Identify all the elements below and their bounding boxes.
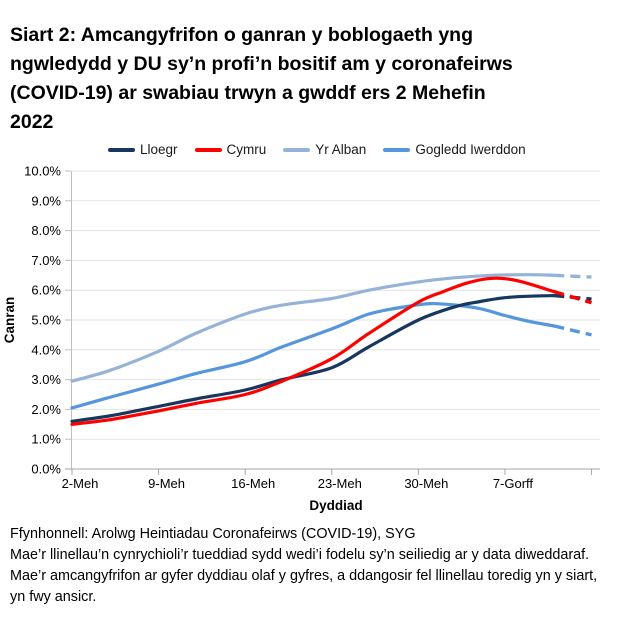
chart-svg: 0.0% 1.0% 2.0% 3.0% 4.0% 5.0% 6.0% 7.0% 8.0% 9.0%… — [2, 164, 600, 513]
series-lines — [70, 273, 592, 426]
footer: Ffynhonnell: Arolwg Heintiadau Coronafei… — [10, 524, 614, 608]
series-dashed-line-gogledd-iwerddon — [554, 324, 592, 337]
y-tick-label: 9.0% — [31, 193, 61, 208]
y-tick-label: 3.0% — [31, 372, 61, 387]
series-line-cymru — [70, 276, 556, 426]
y-tick-label: 5.0% — [31, 313, 61, 328]
y-tick-label: 1.0% — [31, 432, 61, 447]
y-tick-label: 4.0% — [31, 342, 61, 357]
legend-label-lloegr: Lloegr — [140, 142, 178, 157]
y-tick-label: 7.0% — [31, 253, 61, 268]
x-axis-title: Dyddiad — [309, 498, 362, 513]
series-dashed-line-yr-alban — [554, 273, 592, 279]
y-axis-title: Canran — [2, 297, 17, 344]
legend-label-yr-alban: Yr Alban — [315, 142, 367, 157]
legend-label-cymru: Cymru — [226, 142, 267, 157]
x-tick-label: 23-Meh — [318, 476, 362, 491]
x-tick-label: 2-Meh — [62, 476, 99, 491]
gridlines — [72, 170, 600, 440]
legend: Lloegr Cymru Yr Alban Gogledd Iwerddon — [108, 142, 526, 157]
series-line-lloegr — [70, 294, 556, 423]
chart-area: 0.0% 1.0% 2.0% 3.0% 4.0% 5.0% 6.0% 7.0% 8.0% 9.0%… — [0, 156, 620, 523]
x-tick-label: 16-Meh — [231, 476, 275, 491]
series-line-gogledd-iwerddon — [70, 301, 556, 410]
legend-item-yr-alban: Yr Alban — [283, 142, 366, 157]
y-tick-label: 8.0% — [31, 223, 61, 238]
legend-line-swatch-gogledd-iwerddon — [383, 147, 411, 152]
x-tick-label: 30-Meh — [404, 476, 448, 491]
axes — [65, 170, 600, 475]
series-line-yr-alban — [70, 273, 556, 383]
legend-item-gogledd-iwerddon: Gogledd Iwerddon — [383, 142, 526, 157]
y-tick-label: 6.0% — [31, 283, 61, 298]
axis-labels: 0.0% 1.0% 2.0% 3.0% 4.0% 5.0% 6.0% 7.0% 8.0% 9.0%… — [24, 164, 533, 492]
legend-line-swatch-lloegr — [108, 147, 135, 152]
x-tick-label: 9-Meh — [148, 476, 185, 491]
y-tick-label: 0.0% — [31, 462, 61, 477]
legend-item-cymru: Cymru — [194, 142, 267, 157]
footer-source: Ffynhonnell: Arolwg Heintiadau Coronafei… — [10, 526, 416, 542]
chart-title: Siart 2: Amcangyfrifon o ganran y boblog… — [10, 24, 513, 134]
legend-line-swatch-yr-alban — [283, 147, 311, 152]
y-tick-label: 10.0% — [24, 164, 61, 179]
legend-line-swatch-cymru — [194, 147, 222, 152]
legend-item-lloegr: Lloegr — [108, 142, 178, 157]
legend-label-gogledd-iwerddon: Gogledd Iwerddon — [415, 142, 526, 157]
series-dashed-line-cymru — [553, 290, 592, 305]
y-tick-label: 2.0% — [31, 402, 61, 417]
footer-note: Mae’r llinellau’n cynrychioli’r tueddiad… — [10, 547, 598, 605]
x-tick-label: 7-Gorff — [493, 476, 534, 491]
